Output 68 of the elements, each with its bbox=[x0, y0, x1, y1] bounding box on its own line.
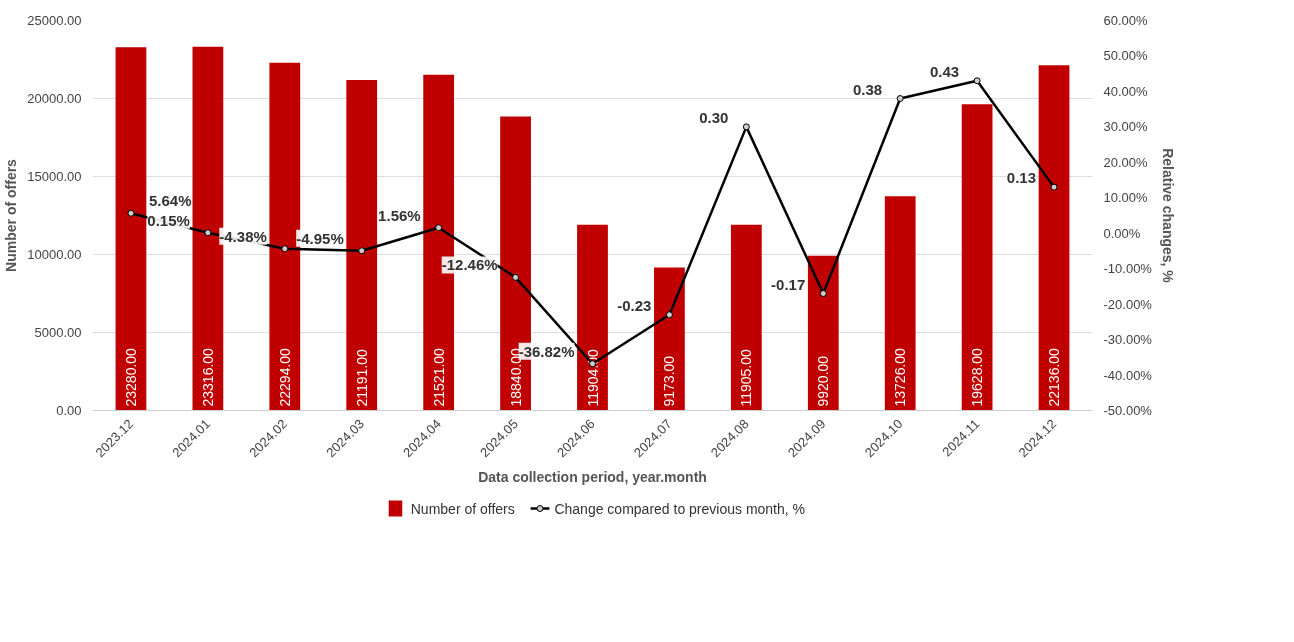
bar bbox=[654, 267, 685, 411]
point bbox=[896, 95, 904, 102]
data-label: 0.13 bbox=[1006, 169, 1037, 187]
y-tick-label: 25000.00 bbox=[27, 13, 82, 28]
data-label: -0.23 bbox=[617, 296, 652, 314]
data-label: 23280.00 bbox=[122, 347, 139, 407]
y2-tick-label: 30.00% bbox=[1103, 119, 1149, 135]
point bbox=[973, 77, 981, 85]
bar bbox=[115, 47, 147, 411]
bar bbox=[1038, 65, 1070, 411]
point bbox=[358, 247, 366, 255]
data-label: 21521.00 bbox=[430, 347, 447, 407]
point bbox=[512, 273, 520, 281]
data-label: 19628.00 bbox=[969, 347, 986, 407]
y2-tick-label: -50.00% bbox=[1103, 403, 1153, 418]
point bbox=[127, 209, 135, 217]
y2-tick-label: 0.00% bbox=[1103, 225, 1141, 241]
legend-label: Number of offers bbox=[410, 500, 515, 517]
y2-tick-label: 40.00% bbox=[1103, 83, 1149, 99]
bar bbox=[884, 196, 916, 411]
y2-axis-title: Relative changes, % bbox=[1159, 148, 1176, 284]
point bbox=[204, 229, 212, 237]
data-label: 11904.00 bbox=[584, 348, 601, 407]
data-label: 23316.00 bbox=[199, 347, 216, 407]
y2-tick-label: -20.00% bbox=[1103, 296, 1153, 312]
data-label: -4.95% bbox=[296, 229, 344, 247]
data-label: 13726.00 bbox=[892, 347, 909, 407]
data-label: 0.15% bbox=[147, 211, 190, 229]
data-label: 9920.00 bbox=[815, 355, 832, 407]
data-label: 21191.00 bbox=[353, 348, 370, 407]
y2-tick-label: 10.00% bbox=[1103, 190, 1149, 206]
point bbox=[819, 290, 827, 297]
data-label: 0.38 bbox=[853, 80, 883, 98]
bar bbox=[346, 79, 378, 411]
data-label: -12.46% bbox=[441, 256, 498, 274]
data-label: 22136.00 bbox=[1046, 347, 1063, 407]
point bbox=[435, 224, 443, 232]
y2-tick-label: -30.00% bbox=[1103, 332, 1153, 348]
point bbox=[665, 311, 673, 319]
y-tick-label: 20000.00 bbox=[27, 91, 82, 106]
y2-tick-label: 20.00% bbox=[1103, 154, 1149, 170]
bar bbox=[730, 224, 762, 411]
y2-tick-label: 60.00% bbox=[1103, 13, 1149, 28]
point bbox=[742, 123, 750, 131]
data-label: 11905.00 bbox=[738, 348, 755, 407]
y-axis-title: Number of offers bbox=[3, 158, 20, 272]
x-axis-title: Data collection period, year.month bbox=[478, 469, 707, 486]
data-label: 0.43 bbox=[929, 62, 960, 80]
data-label: 5.64% bbox=[148, 192, 192, 210]
bar bbox=[577, 224, 608, 411]
data-label: 9173.00 bbox=[661, 355, 678, 407]
point bbox=[1050, 183, 1058, 191]
data-label: 1.56% bbox=[378, 206, 421, 224]
point bbox=[281, 245, 289, 253]
legend-label: Change compared to previous month, % bbox=[554, 500, 806, 517]
data-label: -4.38% bbox=[219, 227, 267, 245]
y-tick-label: 10000.00 bbox=[27, 247, 82, 262]
y2-tick-label: -10.00% bbox=[1103, 261, 1153, 277]
y2-tick-label: -40.00% bbox=[1103, 367, 1153, 383]
bar bbox=[807, 255, 839, 411]
y-tick-label: 0.00 bbox=[56, 403, 82, 418]
data-label: 22294.00 bbox=[276, 347, 293, 407]
y2-tick-label: 50.00% bbox=[1103, 48, 1149, 64]
y-tick-label: 5000.00 bbox=[34, 325, 82, 340]
bar bbox=[961, 104, 993, 411]
y-tick-label: 15000.00 bbox=[27, 169, 82, 184]
data-label: -0.17 bbox=[771, 275, 806, 293]
data-label: 0.30 bbox=[699, 108, 729, 126]
